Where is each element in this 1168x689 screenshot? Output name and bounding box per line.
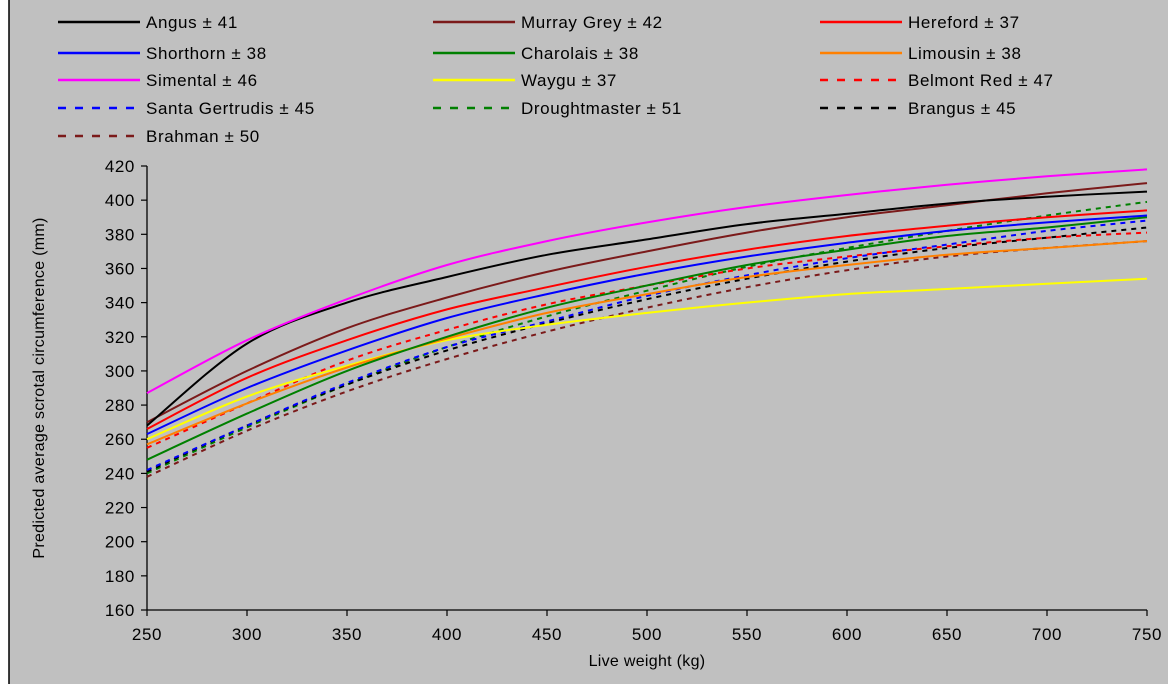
series-line-11 [146, 226, 1148, 473]
legend-item: Shorthorn ± 38 [58, 44, 267, 63]
series-line-5 [146, 240, 1148, 446]
legend-label: Brangus ± 45 [908, 99, 1016, 118]
x-tick-label: 600 [832, 625, 862, 644]
legend-label: Limousin ± 38 [908, 44, 1022, 63]
legend-item: Droughtmaster ± 51 [433, 99, 682, 118]
x-tick-label: 250 [132, 625, 162, 644]
legend-item: Belmont Red ± 47 [820, 71, 1054, 90]
y-tick-label: 420 [105, 157, 135, 176]
legend-label: Murray Grey ± 42 [521, 13, 663, 32]
series-line-9 [146, 219, 1148, 471]
legend-label: Angus ± 41 [146, 13, 238, 32]
series-line-6 [146, 168, 1148, 394]
y-tick-label: 400 [105, 191, 135, 210]
legend-item: Charolais ± 38 [433, 44, 639, 63]
x-tick-label: 700 [1032, 625, 1062, 644]
y-tick-label: 200 [105, 533, 135, 552]
legend-item: Simental ± 46 [58, 71, 258, 90]
legend-label: Shorthorn ± 38 [146, 44, 267, 63]
legend-label: Charolais ± 38 [521, 44, 639, 63]
y-tick-label: 360 [105, 259, 135, 278]
y-tick-label: 300 [105, 362, 135, 381]
x-tick-label: 350 [332, 625, 362, 644]
x-tick-label: 650 [932, 625, 962, 644]
y-axis-title: Predicted average scrotal circumference … [31, 217, 48, 558]
legend-item: Waygu ± 37 [433, 71, 617, 90]
legend-label: Santa Gertrudis ± 45 [146, 99, 315, 118]
series-line-2 [146, 209, 1148, 430]
legend-label: Simental ± 46 [146, 71, 258, 90]
series-line-8 [146, 231, 1148, 449]
series-line-10 [146, 200, 1148, 475]
plot-lines [146, 168, 1148, 478]
y-tick-label: 160 [105, 601, 135, 620]
legend-item: Santa Gertrudis ± 45 [58, 99, 315, 118]
legend-item: Murray Grey ± 42 [433, 13, 663, 32]
legend-item: Hereford ± 37 [820, 13, 1020, 32]
axes: 160 180 200 220 240 260 280 300 320 340 360 380 400 4… [105, 157, 1162, 644]
legend-item: Brahman ± 50 [58, 127, 260, 146]
legend-label: Waygu ± 37 [521, 71, 617, 90]
chart-background [9, 0, 1168, 684]
series-line-3 [146, 214, 1148, 436]
series-line-7 [146, 277, 1148, 441]
x-axis-title: Live weight (kg) [589, 653, 706, 670]
y-tick-label: 260 [105, 430, 135, 449]
y-tick-label: 220 [105, 499, 135, 518]
legend-item: Brangus ± 45 [820, 99, 1016, 118]
legend-label: Belmont Red ± 47 [908, 71, 1054, 90]
y-tick-label: 380 [105, 225, 135, 244]
x-tick-label: 400 [432, 625, 462, 644]
legend-item: Limousin ± 38 [820, 44, 1022, 63]
legend-item: Angus ± 41 [58, 13, 238, 32]
legend: Angus ± 41 Murray Grey ± 42 Hereford ± 37 S… [58, 13, 1054, 146]
x-tick-label: 500 [632, 625, 662, 644]
y-tick-label: 320 [105, 328, 135, 347]
legend-label: Droughtmaster ± 51 [521, 99, 682, 118]
y-tick-label: 340 [105, 294, 135, 313]
y-tick-label: 180 [105, 567, 135, 586]
series-line-0 [146, 190, 1148, 427]
x-tick-label: 550 [732, 625, 762, 644]
x-tick-label: 750 [1132, 625, 1162, 644]
y-tick-label: 280 [105, 396, 135, 415]
series-line-4 [146, 216, 1148, 461]
legend-label: Brahman ± 50 [146, 127, 260, 146]
x-tick-label: 300 [232, 625, 262, 644]
legend-label: Hereford ± 37 [908, 13, 1020, 32]
y-tick-label: 240 [105, 464, 135, 483]
x-tick-label: 450 [532, 625, 562, 644]
